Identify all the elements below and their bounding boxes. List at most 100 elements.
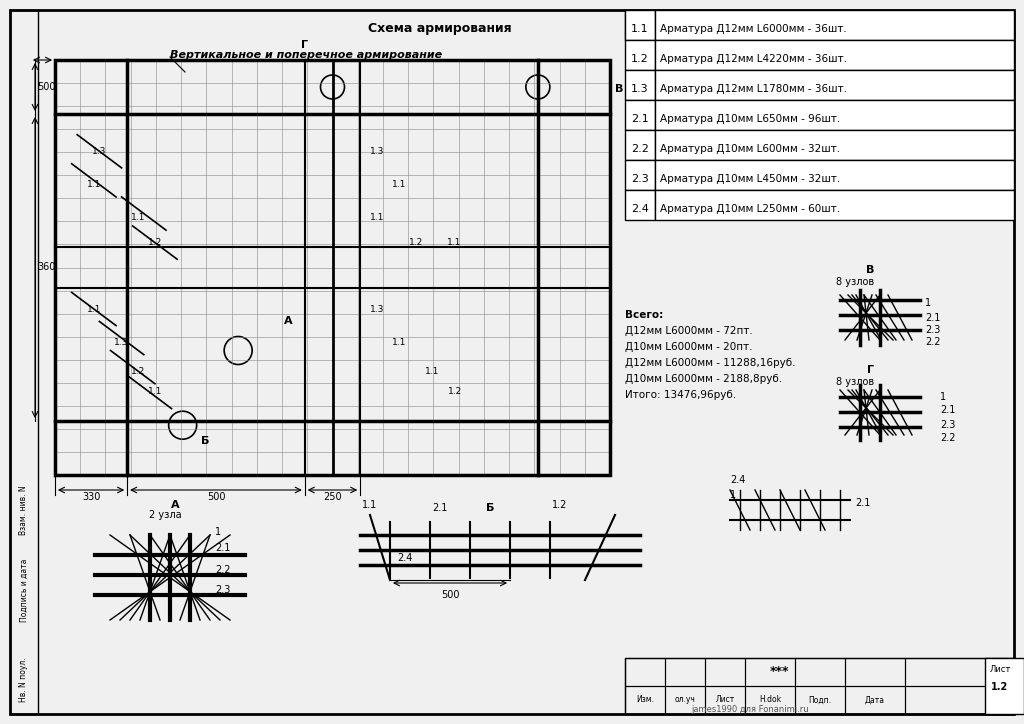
Text: 2.3: 2.3 bbox=[215, 585, 230, 595]
Bar bbox=[55, 60, 610, 475]
Text: 1: 1 bbox=[215, 527, 221, 537]
Bar bbox=[665, 658, 705, 686]
Bar bbox=[795, 658, 845, 686]
Text: 1.1: 1.1 bbox=[362, 500, 378, 510]
Text: 1.1: 1.1 bbox=[147, 387, 162, 397]
Text: 1.2: 1.2 bbox=[147, 238, 162, 247]
Bar bbox=[625, 190, 655, 220]
Text: 1.2: 1.2 bbox=[131, 367, 145, 376]
Text: 2.4: 2.4 bbox=[730, 475, 745, 485]
Text: 8 узлов: 8 узлов bbox=[836, 377, 874, 387]
Bar bbox=[655, 190, 1014, 220]
Bar bbox=[10, 10, 38, 714]
Bar bbox=[55, 60, 610, 475]
Text: 1.2: 1.2 bbox=[447, 387, 462, 397]
Text: 250: 250 bbox=[324, 492, 342, 502]
Text: Б: Б bbox=[201, 436, 209, 446]
Text: 8 узлов: 8 узлов bbox=[836, 277, 874, 287]
Text: Арматура Д10мм L250мм - 60шт.: Арматура Д10мм L250мм - 60шт. bbox=[660, 204, 840, 214]
Bar bbox=[625, 130, 655, 160]
Text: Д12мм L6000мм - 72пт.: Д12мм L6000мм - 72пт. bbox=[625, 326, 753, 336]
Text: 1.2: 1.2 bbox=[991, 682, 1009, 692]
Text: 2.1: 2.1 bbox=[940, 405, 955, 415]
Text: Д12мм L6000мм - 11288,16руб.: Д12мм L6000мм - 11288,16руб. bbox=[625, 358, 796, 368]
Text: 2.2: 2.2 bbox=[940, 433, 955, 443]
Bar bbox=[905, 686, 1014, 714]
Text: 330: 330 bbox=[82, 492, 100, 502]
Bar bbox=[795, 686, 845, 714]
Bar bbox=[655, 130, 1014, 160]
Text: 1: 1 bbox=[925, 298, 931, 308]
Text: Н.dok: Н.dok bbox=[759, 696, 781, 704]
Text: 2.1: 2.1 bbox=[432, 503, 447, 513]
Text: 1.1: 1.1 bbox=[370, 213, 384, 222]
Text: 2.4: 2.4 bbox=[631, 204, 649, 214]
Text: Итого: 13476,96руб.: Итого: 13476,96руб. bbox=[625, 390, 736, 400]
Text: Вертикальное и поперечное армирование: Вертикальное и поперечное армирование bbox=[170, 50, 442, 60]
Text: Схема армирования: Схема армирования bbox=[369, 22, 512, 35]
Text: Арматура Д12мм L6000мм - 36шт.: Арматура Д12мм L6000мм - 36шт. bbox=[660, 24, 847, 34]
Text: 1.3: 1.3 bbox=[92, 147, 106, 156]
Text: 1.2: 1.2 bbox=[631, 54, 649, 64]
Text: В: В bbox=[866, 265, 874, 275]
Text: Взам. нив. N: Взам. нив. N bbox=[19, 485, 29, 535]
Text: 1.1: 1.1 bbox=[87, 180, 101, 189]
Text: А: А bbox=[284, 316, 293, 327]
Bar bbox=[655, 70, 1014, 100]
Text: 360: 360 bbox=[37, 263, 55, 272]
Text: Дата: Дата bbox=[865, 696, 885, 704]
Text: Арматура Д10мм L650мм - 96шт.: Арматура Д10мм L650мм - 96шт. bbox=[660, 114, 841, 124]
Text: Арматура Д12мм L4220мм - 36шт.: Арматура Д12мм L4220мм - 36шт. bbox=[660, 54, 847, 64]
Bar bbox=[625, 100, 655, 130]
Text: Лист: Лист bbox=[990, 665, 1012, 674]
Text: Б: Б bbox=[485, 503, 495, 513]
Text: ***: *** bbox=[770, 665, 790, 678]
Text: 1.1: 1.1 bbox=[131, 213, 145, 222]
Text: 2.2: 2.2 bbox=[925, 337, 940, 347]
Text: 2.3: 2.3 bbox=[940, 420, 955, 430]
Bar bbox=[745, 658, 795, 686]
Text: 500: 500 bbox=[37, 82, 55, 92]
Text: Г: Г bbox=[866, 365, 873, 375]
Bar bbox=[845, 658, 905, 686]
Text: Г: Г bbox=[301, 40, 308, 50]
Bar bbox=[625, 40, 655, 70]
Text: james1990 для Fonanimi.ru: james1990 для Fonanimi.ru bbox=[691, 705, 809, 715]
Text: В: В bbox=[615, 84, 624, 94]
Text: 1.2: 1.2 bbox=[552, 500, 567, 510]
Text: Всего:: Всего: bbox=[625, 310, 664, 320]
Bar bbox=[665, 686, 705, 714]
Text: Д10мм L6000мм - 20пт.: Д10мм L6000мм - 20пт. bbox=[625, 342, 753, 352]
Text: 2.2: 2.2 bbox=[631, 144, 649, 154]
Text: 1.1: 1.1 bbox=[447, 238, 462, 247]
Bar bbox=[625, 70, 655, 100]
Bar bbox=[845, 686, 905, 714]
Text: 1.3: 1.3 bbox=[370, 147, 384, 156]
Text: 1.1: 1.1 bbox=[631, 24, 649, 34]
Bar bbox=[705, 686, 745, 714]
Text: Подп.: Подп. bbox=[808, 696, 831, 704]
Bar bbox=[625, 658, 665, 686]
Bar bbox=[745, 686, 795, 714]
Text: 1.3: 1.3 bbox=[631, 84, 649, 94]
Text: 2.3: 2.3 bbox=[925, 325, 940, 335]
Text: Подпись и дата: Подпись и дата bbox=[19, 558, 29, 622]
Text: 2.4: 2.4 bbox=[397, 553, 413, 563]
Text: 1.1: 1.1 bbox=[87, 305, 101, 313]
Text: ол.уч: ол.уч bbox=[675, 696, 695, 704]
Text: 1: 1 bbox=[940, 392, 946, 402]
Text: 2.1: 2.1 bbox=[925, 313, 940, 323]
Text: Арматура Д10мм L600мм - 32шт.: Арматура Д10мм L600мм - 32шт. bbox=[660, 144, 840, 154]
Text: 2.3: 2.3 bbox=[631, 174, 649, 184]
Bar bbox=[625, 160, 655, 190]
Text: 1.2: 1.2 bbox=[409, 238, 423, 247]
Bar bbox=[655, 100, 1014, 130]
Text: Арматура Д10мм L450мм - 32шт.: Арматура Д10мм L450мм - 32шт. bbox=[660, 174, 841, 184]
Text: Изм.: Изм. bbox=[636, 696, 654, 704]
Text: 1: 1 bbox=[730, 490, 736, 500]
Bar bbox=[625, 658, 1014, 714]
Text: А: А bbox=[171, 500, 179, 510]
Bar bbox=[705, 658, 745, 686]
Text: Нв. N поул.: Нв. N поул. bbox=[19, 657, 29, 702]
Bar bbox=[625, 10, 655, 40]
